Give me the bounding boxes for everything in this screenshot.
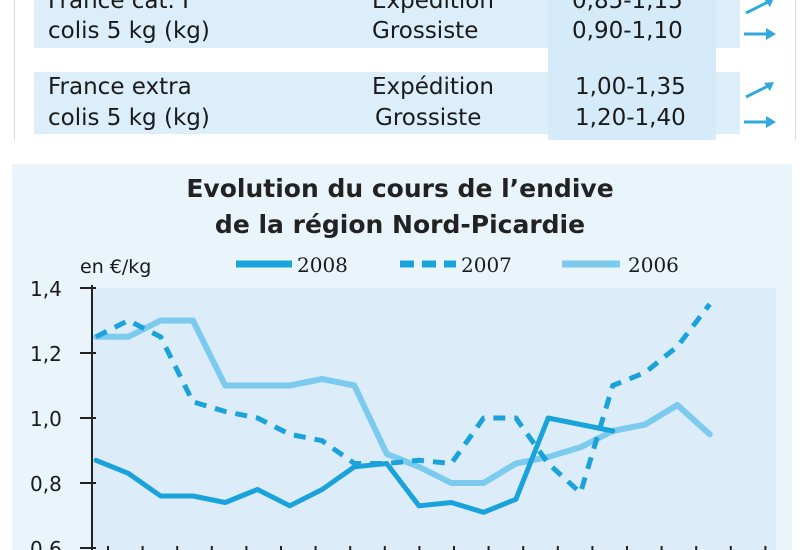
series-line-2008: [93, 415, 616, 515]
chart-title-line-1: Evolution du cours de l’endive: [186, 174, 614, 203]
arrow-right-icon: [744, 28, 776, 40]
arrow-up-right-icon: [745, 82, 774, 99]
price-range: 1,00-1,35: [575, 74, 686, 100]
legend-label-2008: 2008: [297, 253, 348, 277]
series-line-2007: [94, 302, 712, 496]
price-table: France cat. I colis 5 kg (kg) Expédition…: [0, 0, 800, 148]
price-range: 0,85-1,15: [572, 0, 683, 14]
legend-label-2006: 2006: [628, 253, 679, 277]
y-tick-label: 1,4: [30, 277, 62, 301]
product-name: France cat. I: [48, 0, 189, 14]
price-range: 0,90-1,10: [572, 18, 683, 44]
y-unit-label: en €/kg: [80, 256, 151, 278]
table-frame: [14, 0, 796, 140]
chart-axes: 0,6 0,8 1,0 1,2 1,4: [30, 277, 767, 550]
chart-legend: 2008 2007 2006: [236, 253, 679, 277]
product-packaging: colis 5 kg (kg): [48, 18, 210, 44]
product-packaging: colis 5 kg (kg): [48, 105, 210, 131]
product-name: France extra: [48, 74, 192, 100]
chart-series: [93, 302, 713, 515]
y-tick-label: 0,8: [30, 472, 62, 496]
y-tick-label: 1,0: [30, 407, 62, 431]
arrow-up-right-icon: [745, 0, 774, 15]
y-tick-label: 1,2: [30, 342, 62, 366]
market-stage: Expédition: [372, 0, 494, 14]
market-stage: Grossiste: [375, 105, 482, 131]
arrow-right-icon: [744, 116, 776, 128]
market-stage: Grossiste: [372, 18, 479, 44]
chart-title-line-2: de la région Nord-Picardie: [214, 210, 586, 239]
price-column: [548, 0, 716, 140]
price-range: 1,20-1,40: [575, 105, 686, 131]
y-tick-label: 0,6: [30, 537, 62, 550]
market-stage: Expédition: [372, 74, 494, 100]
legend-label-2007: 2007: [461, 253, 512, 277]
